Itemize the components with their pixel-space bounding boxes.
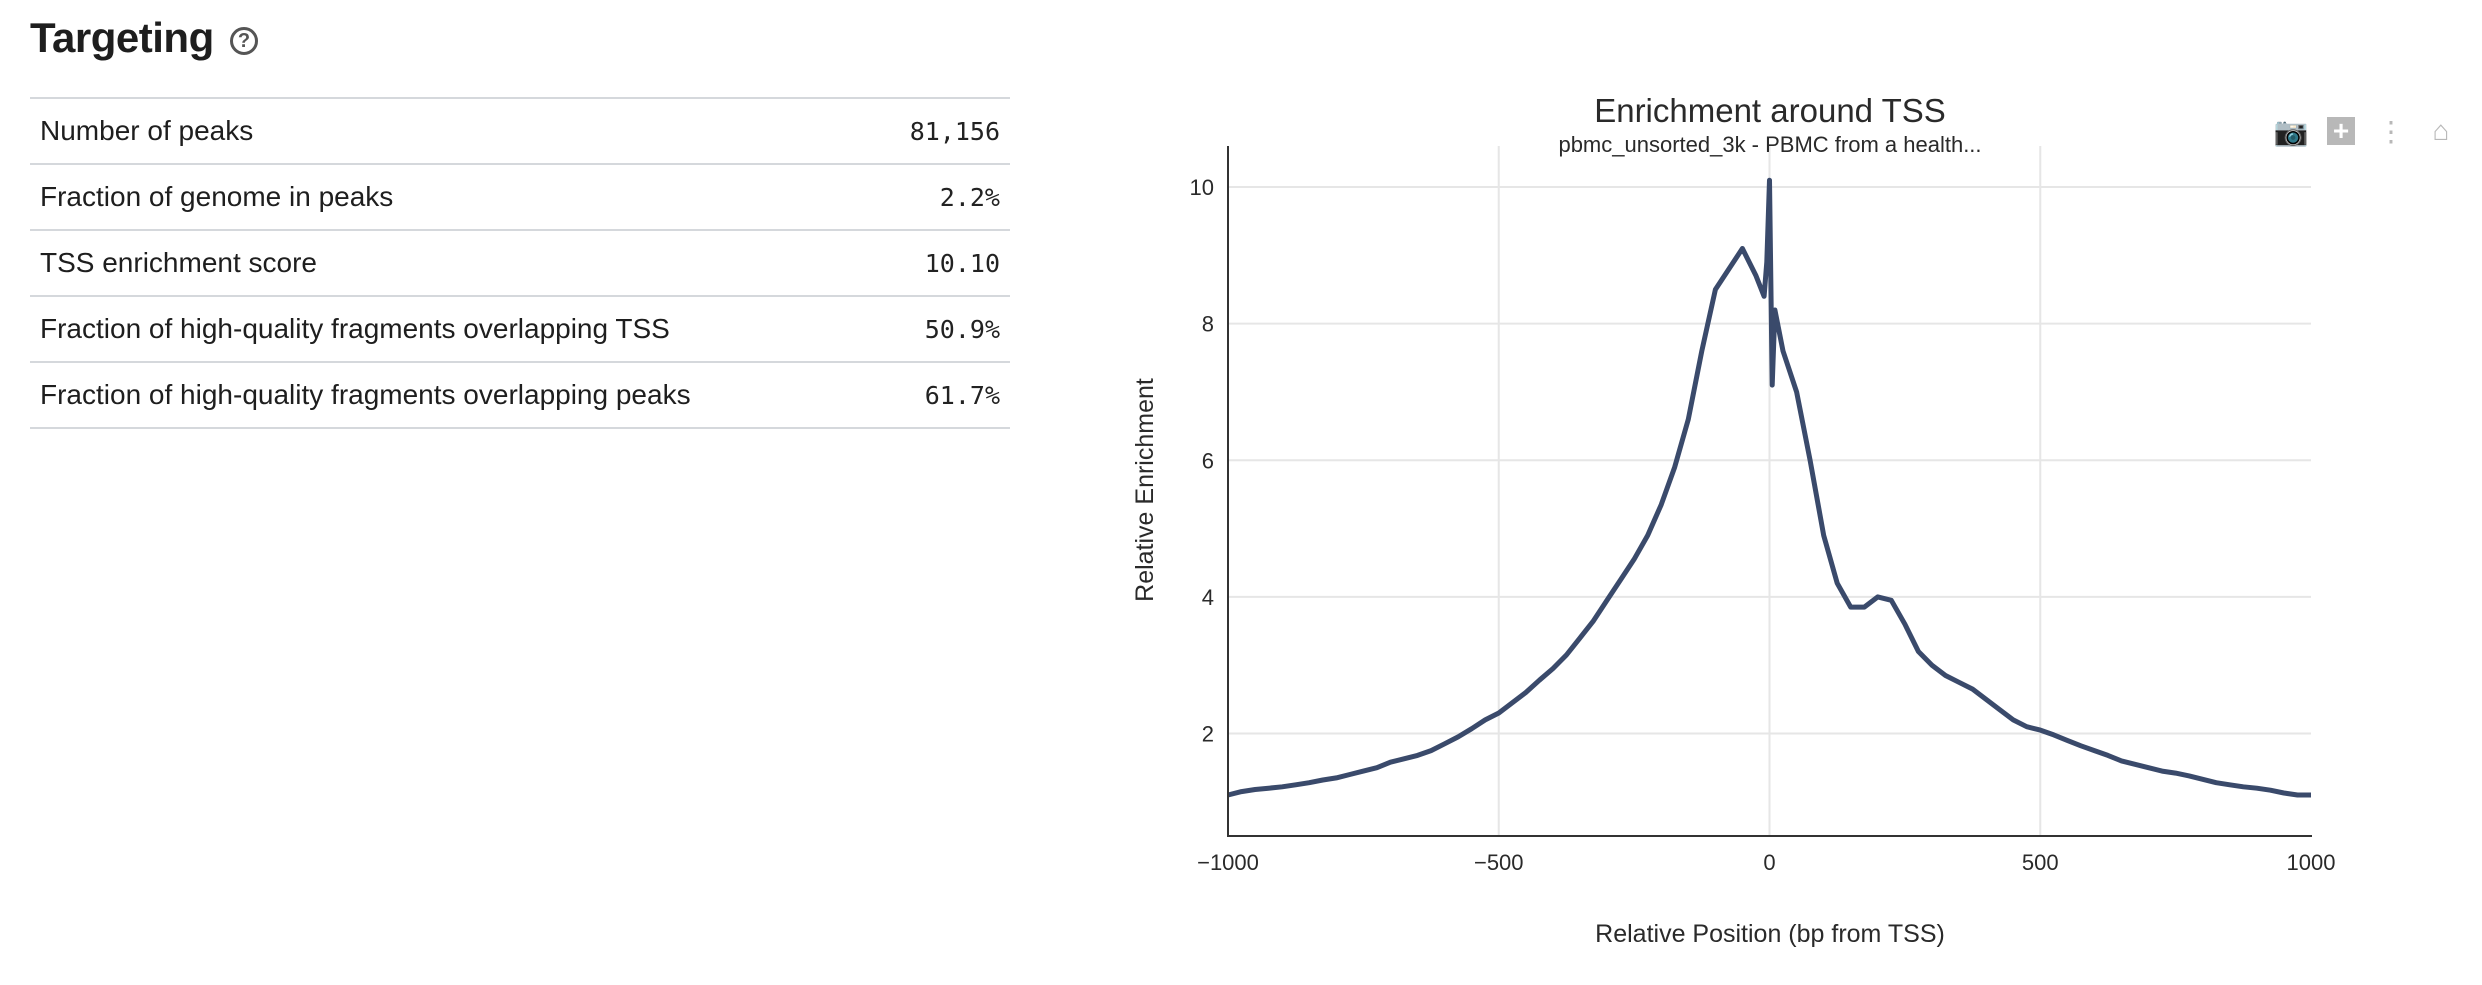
metric-label: Fraction of high-quality fragments overl…	[40, 313, 670, 344]
section-title: Targeting	[30, 14, 214, 61]
x-tick-label: −1000	[1197, 850, 1259, 875]
chart-subtitle: pbmc_unsorted_3k - PBMC from a health...	[1558, 132, 1981, 157]
metric-label: Fraction of high-quality fragments overl…	[40, 379, 691, 410]
home-icon[interactable]: ⌂	[2432, 115, 2450, 146]
x-axis-label: Relative Position (bp from TSS)	[1595, 920, 1945, 948]
chart-title: Enrichment around TSS	[1594, 92, 1946, 129]
y-tick-label: 10	[1190, 175, 1214, 200]
camera-icon[interactable]: 📷	[2273, 115, 2309, 147]
y-tick-label: 8	[1202, 312, 1214, 337]
table-row: Fraction of genome in peaks 2.2%	[30, 165, 1010, 231]
section-header: Targeting ?	[30, 14, 258, 62]
table-row: Number of peaks 81,156	[30, 99, 1010, 165]
zoom-in-icon[interactable]: +	[2325, 115, 2357, 147]
tss-enrichment-chart[interactable]: Enrichment around TSS pbmc_unsorted_3k -…	[1100, 60, 2482, 980]
table-row: TSS enrichment score 10.10	[30, 231, 1010, 297]
metric-value: 50.9%	[924, 314, 1000, 344]
table-row: Fraction of high-quality fragments overl…	[30, 363, 1010, 429]
modebar: 📷 + ⋮ ⌂	[2273, 115, 2457, 147]
metric-value: 10.10	[924, 248, 1000, 278]
metric-value: 81,156	[909, 116, 1000, 146]
y-tick-label: 2	[1202, 722, 1214, 747]
y-tick-label: 6	[1202, 448, 1214, 473]
ticks: −1000 −500 0 500 1000 2 4 6 8 10	[1190, 175, 2336, 875]
question-circle-icon[interactable]: ?	[229, 27, 258, 55]
x-tick-label: −500	[1474, 850, 1524, 875]
x-tick-label: 1000	[2287, 850, 2336, 875]
x-tick-label: 0	[1763, 850, 1775, 875]
metrics-table: Number of peaks 81,156 Fraction of genome…	[30, 97, 1010, 429]
metric-value: 61.7%	[924, 380, 1000, 410]
metric-label: TSS enrichment score	[40, 247, 317, 278]
y-axis-label: Relative Enrichment	[1131, 378, 1159, 602]
y-tick-label: 4	[1202, 585, 1214, 610]
autoscale-icon[interactable]: ⋮	[2377, 115, 2405, 147]
series-line	[1227, 177, 2311, 798]
chart-svg: Enrichment around TSS pbmc_unsorted_3k -…	[1131, 92, 2336, 948]
metric-label: Fraction of genome in peaks	[40, 181, 394, 212]
metric-value: 2.2%	[939, 182, 1000, 212]
table-row: Fraction of high-quality fragments overl…	[30, 297, 1010, 363]
metric-label: Number of peaks	[40, 115, 254, 146]
x-tick-label: 500	[2022, 850, 2059, 875]
